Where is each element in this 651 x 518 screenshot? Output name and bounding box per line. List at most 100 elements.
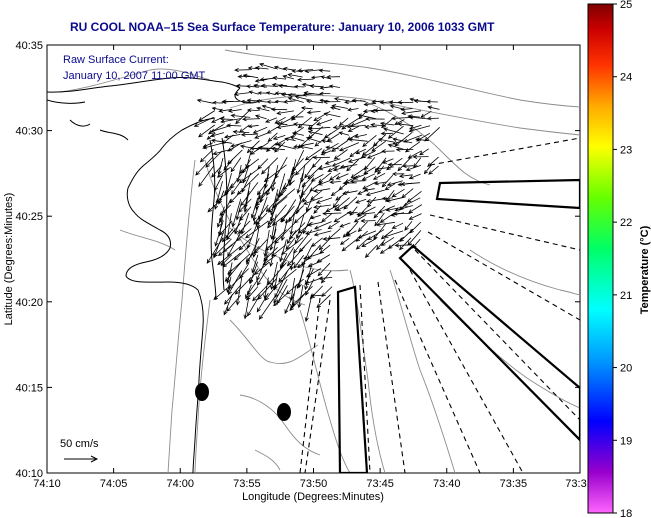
current-vector <box>272 268 297 289</box>
current-vector <box>319 91 331 96</box>
current-vector <box>384 183 396 191</box>
current-vector <box>338 142 359 152</box>
current-vector <box>216 206 225 228</box>
current-vector <box>420 110 432 118</box>
current-vector <box>245 245 260 263</box>
current-vector <box>307 260 323 268</box>
scale-label: 50 cm/s <box>60 438 99 450</box>
current-vector <box>256 106 270 112</box>
current-vector <box>222 252 241 268</box>
current-vector <box>375 166 394 171</box>
current-vector <box>198 166 214 187</box>
current-vector <box>370 122 387 128</box>
current-vector <box>302 252 323 260</box>
current-vector <box>286 246 305 267</box>
current-vector <box>408 173 421 180</box>
current-vector <box>319 98 330 103</box>
current-vector <box>342 190 358 196</box>
current-vector <box>402 197 421 207</box>
current-vector <box>259 62 277 70</box>
scale-arrow <box>64 455 99 463</box>
current-vector <box>408 115 429 120</box>
current-vector <box>315 197 333 204</box>
current-vector <box>373 181 387 186</box>
current-vector <box>323 112 341 118</box>
current-vector <box>399 237 412 251</box>
x-tick-label: 74:05 <box>100 478 128 490</box>
current-vector <box>355 148 367 155</box>
current-vector <box>395 147 414 152</box>
current-vector <box>391 171 405 177</box>
current-vector <box>320 75 332 80</box>
current-vector <box>310 293 323 298</box>
current-vector <box>313 221 332 230</box>
current-vector <box>317 262 331 277</box>
current-vector <box>230 182 241 195</box>
current-vector <box>267 196 288 213</box>
current-vector <box>234 67 251 73</box>
current-vector <box>267 132 278 143</box>
colorbar <box>587 3 614 514</box>
current-vector <box>226 295 242 312</box>
current-vector <box>376 239 386 251</box>
current-vector <box>361 173 375 181</box>
current-vector <box>391 188 405 198</box>
current-vector <box>250 197 259 219</box>
current-vector <box>300 106 313 111</box>
current-vector <box>367 229 385 241</box>
current-vector <box>375 221 395 227</box>
current-vector <box>273 293 288 307</box>
current-vector <box>346 124 366 129</box>
current-vector <box>353 214 367 223</box>
current-vector <box>290 114 304 120</box>
current-vector <box>377 205 396 214</box>
current-vector <box>213 238 232 258</box>
current-vector <box>295 190 304 215</box>
current-vector <box>240 182 259 207</box>
current-vector <box>207 198 223 213</box>
current-vector <box>212 148 234 156</box>
current-vector <box>309 214 321 220</box>
current-vector <box>255 189 270 207</box>
current-vector <box>226 276 232 294</box>
current-vector <box>304 229 322 235</box>
current-vector <box>383 230 404 238</box>
current-vector <box>210 138 233 144</box>
current-vector <box>354 134 367 139</box>
current-vector <box>233 91 250 97</box>
current-vector <box>379 244 395 254</box>
current-vector <box>287 92 306 98</box>
current-vector <box>258 294 277 320</box>
coastline <box>47 77 263 473</box>
current-vector <box>353 173 368 180</box>
current-vector <box>206 237 224 264</box>
current-vector <box>229 190 242 204</box>
y-tick-label: 40:10 <box>15 468 43 480</box>
current-vector <box>221 99 240 104</box>
current-vector <box>385 206 404 212</box>
current-vector <box>398 173 413 179</box>
current-vector <box>408 204 423 214</box>
current-vector <box>279 253 288 270</box>
current-vector <box>392 211 411 216</box>
current-vector <box>419 148 429 156</box>
current-vector <box>255 99 268 104</box>
current-vector <box>394 205 413 212</box>
current-vector <box>382 158 394 164</box>
current-vector <box>322 99 341 104</box>
current-vector <box>226 123 242 128</box>
current-vector <box>387 143 404 150</box>
current-vector <box>318 165 332 171</box>
current-vector <box>270 214 277 240</box>
current-vector <box>386 180 403 187</box>
current-vector <box>276 110 295 116</box>
current-vector <box>291 69 304 74</box>
current-vector <box>306 221 323 227</box>
marker-dot <box>277 403 291 421</box>
current-vector <box>291 131 304 136</box>
surface-current-vectors <box>193 62 440 323</box>
current-vector <box>351 98 366 103</box>
current-vector <box>318 276 333 281</box>
current-vector <box>243 182 251 209</box>
current-vector <box>193 116 214 127</box>
